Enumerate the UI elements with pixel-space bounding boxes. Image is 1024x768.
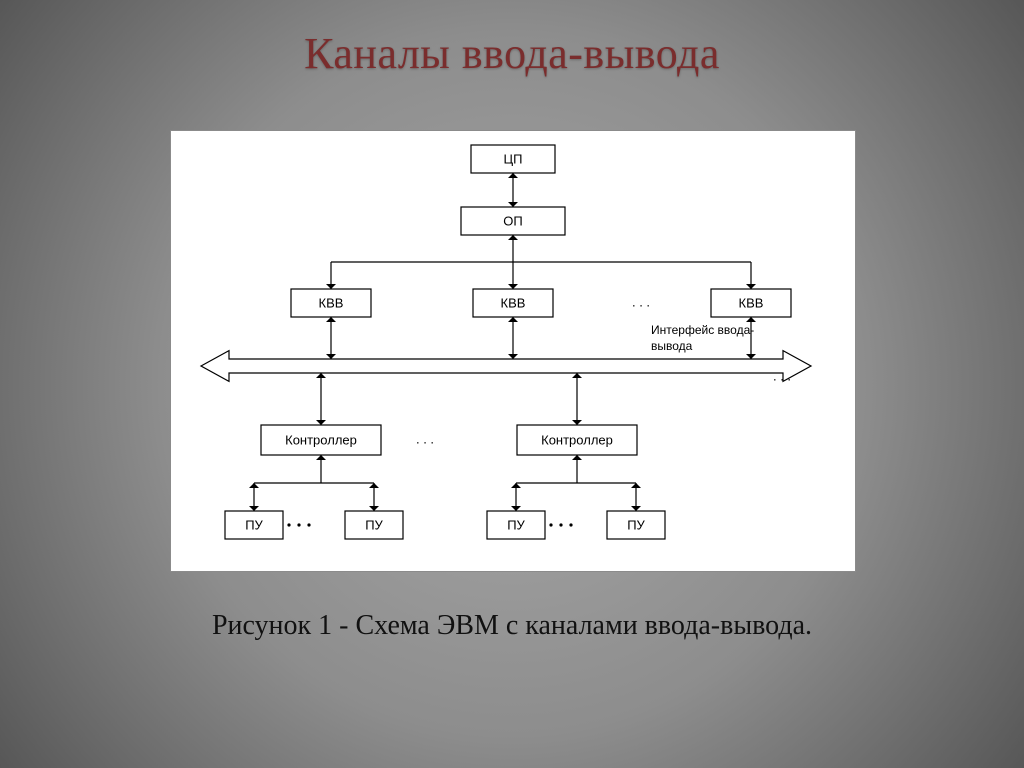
- ellipsis-dot: [549, 523, 552, 526]
- figure-caption: Рисунок 1 - Схема ЭВМ с каналами ввода-в…: [0, 610, 1024, 642]
- node-label-kvv1: КВВ: [319, 295, 344, 310]
- ellipsis: . . .: [773, 368, 791, 383]
- node-label-ctrl1: Контроллер: [285, 432, 357, 447]
- ellipsis-dot: [559, 523, 562, 526]
- ellipsis: . . .: [416, 431, 434, 446]
- node-label-cp: ЦП: [504, 151, 523, 166]
- ellipsis-dot: [307, 523, 310, 526]
- ellipsis: . . .: [632, 294, 650, 309]
- node-label-pu4: ПУ: [627, 517, 645, 532]
- slide: Каналы ввода-вывода ЦП ОП КВВ КВВ КВВ Контрол…: [0, 0, 1024, 768]
- diagram-container: ЦП ОП КВВ КВВ КВВ Контроллер Контроллер ПУ ПУ ПУ П…: [170, 130, 856, 572]
- node-label-pu3: ПУ: [507, 517, 525, 532]
- io-bus: [201, 351, 811, 382]
- bus-label-1: Интерфейс ввода-: [651, 323, 754, 337]
- diagram-svg: ЦП ОП КВВ КВВ КВВ Контроллер Контроллер ПУ ПУ ПУ П…: [171, 131, 855, 571]
- node-label-kvv2: КВВ: [501, 295, 526, 310]
- node-label-pu1: ПУ: [245, 517, 263, 532]
- ellipsis-dot: [569, 523, 572, 526]
- node-label-op: ОП: [503, 213, 522, 228]
- node-label-pu2: ПУ: [365, 517, 383, 532]
- ellipsis-dot: [297, 523, 300, 526]
- slide-title: Каналы ввода-вывода: [0, 28, 1024, 79]
- ellipsis-dot: [287, 523, 290, 526]
- node-label-ctrl2: Контроллер: [541, 432, 613, 447]
- bus-label-2: вывода: [651, 339, 693, 353]
- node-label-kvv3: КВВ: [739, 295, 764, 310]
